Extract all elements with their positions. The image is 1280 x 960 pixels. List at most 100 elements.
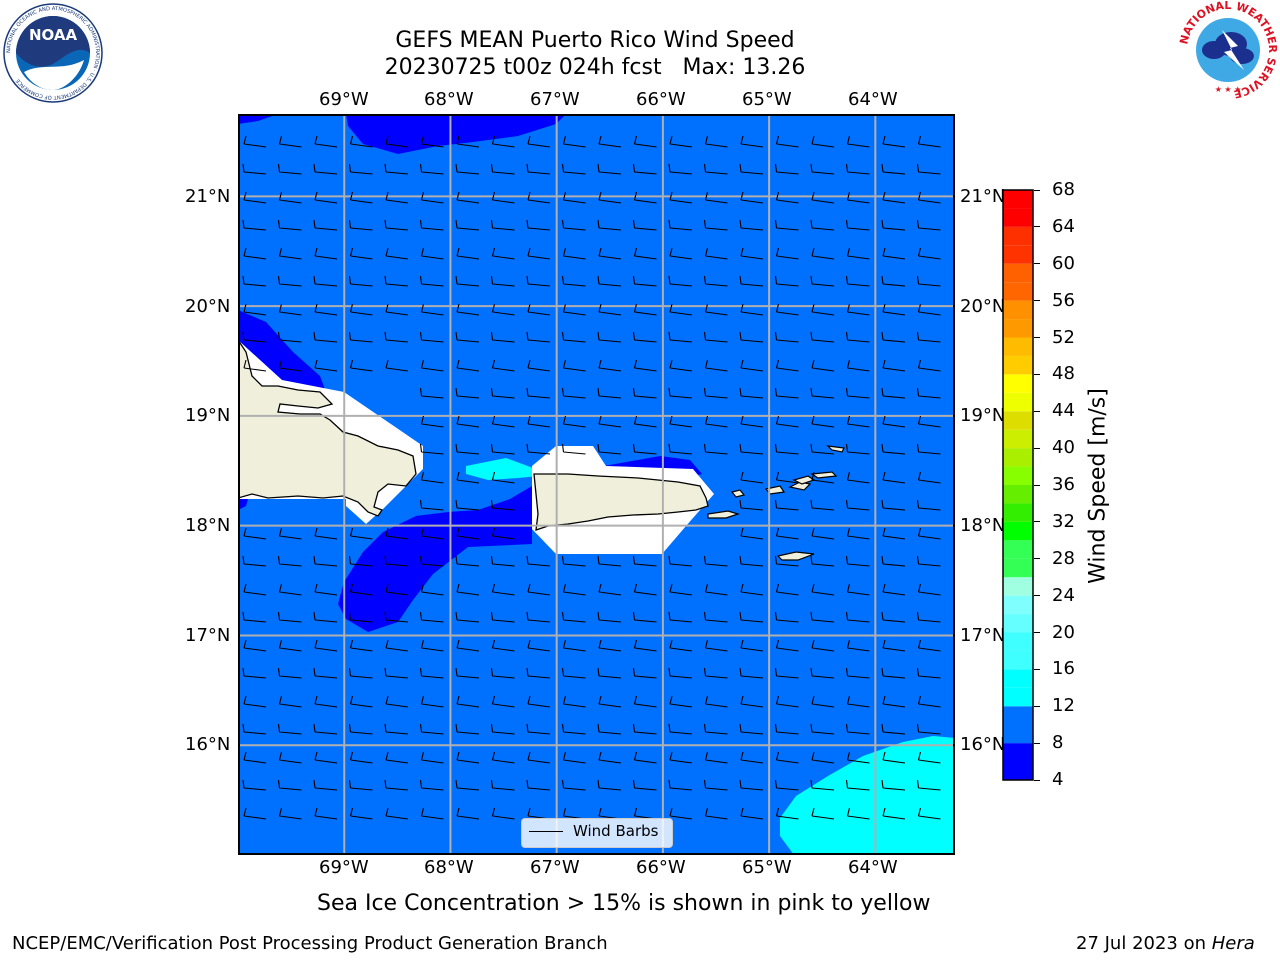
wind-barb	[349, 135, 373, 148]
wind-barb	[490, 331, 515, 343]
colorbar-bin	[1003, 411, 1033, 430]
wind-barb	[740, 527, 764, 540]
colorbar-bin	[1003, 743, 1033, 780]
wind-barb	[419, 555, 444, 567]
wind-barb	[597, 275, 622, 287]
wind-barb	[633, 415, 657, 428]
wind-barb	[811, 415, 835, 428]
wind-barb	[882, 807, 906, 820]
wind-barb	[491, 695, 515, 708]
wind-barb	[526, 779, 551, 791]
wind-barb	[242, 275, 267, 287]
wind-barb	[703, 331, 728, 343]
wind-barb	[703, 443, 728, 455]
wind-barb	[420, 639, 444, 652]
wind-barb	[775, 415, 799, 428]
wind-barb	[703, 387, 728, 399]
wind-barb	[526, 443, 551, 455]
field-12-16-mona	[466, 458, 538, 480]
colorbar-bin	[1003, 245, 1033, 264]
wind-barb	[882, 359, 906, 372]
lat-tick-left: 20°N	[185, 296, 231, 317]
wind-barb	[811, 191, 835, 204]
wind-barb	[278, 247, 302, 260]
wind-barb	[845, 779, 870, 791]
wind-barb	[527, 247, 551, 260]
wind-barb	[703, 275, 728, 287]
wind-barb	[277, 779, 302, 791]
wind-barb	[775, 247, 799, 260]
wind-barb	[774, 219, 799, 231]
wind-barb	[561, 163, 586, 175]
wind-barb	[456, 415, 480, 428]
wind-barb	[561, 275, 586, 287]
wind-barb	[775, 359, 799, 372]
colorbar-bin	[1003, 226, 1033, 246]
lat-tick-right: 18°N	[960, 515, 1006, 536]
wind-barb	[561, 387, 586, 399]
wind-barb	[349, 751, 373, 764]
footer-date: 27 Jul 2023 on	[1076, 933, 1212, 954]
wind-barb	[703, 219, 728, 231]
wind-barb	[527, 583, 551, 596]
wind-barb	[527, 415, 551, 428]
wind-barb	[456, 471, 480, 484]
lon-tick-bottom: 69°W	[319, 857, 369, 878]
wind-barb	[740, 303, 764, 316]
wind-barb	[669, 807, 693, 820]
wind-barb	[916, 499, 941, 511]
colorbar-tick-label: 64	[1052, 215, 1075, 237]
wind-barb	[704, 359, 728, 372]
wind-barb	[810, 723, 835, 735]
wind-barb	[526, 611, 551, 623]
wind-barb	[420, 751, 444, 764]
colorbar-bin	[1003, 337, 1033, 356]
wind-barb	[562, 695, 586, 708]
wind-barb	[846, 583, 870, 596]
wind-barb	[846, 639, 870, 652]
wind-barb	[669, 191, 693, 204]
wind-barb	[739, 499, 764, 511]
wind-barb	[597, 611, 622, 623]
wind-barb	[774, 555, 799, 567]
wind-barb	[845, 387, 870, 399]
wind-barb	[668, 555, 693, 567]
wind-barb	[455, 331, 480, 343]
colorbar-tick-label: 28	[1052, 547, 1075, 569]
wind-barb	[348, 611, 373, 623]
wind-barb	[774, 163, 799, 175]
lat-tick-left: 17°N	[185, 625, 231, 646]
colorbar-bin	[1003, 669, 1033, 688]
wind-barb	[456, 807, 480, 820]
wind-barb	[633, 303, 657, 316]
wind-barb	[846, 135, 870, 148]
wind-barb	[420, 527, 444, 540]
wind-barb	[632, 331, 657, 343]
wind-barb	[845, 443, 870, 455]
wind-barbs	[242, 135, 941, 820]
wind-barb	[456, 583, 480, 596]
wind-barb	[917, 135, 941, 148]
colorbar	[1002, 189, 1034, 781]
colorbar-tick-mark	[1034, 189, 1040, 191]
wind-barb	[845, 611, 870, 623]
wind-barb	[882, 135, 906, 148]
colorbar-bin	[1003, 448, 1033, 467]
wind-barb	[703, 779, 728, 791]
wind-barb	[526, 331, 551, 343]
wind-barb	[420, 191, 444, 204]
wind-barb	[562, 639, 586, 652]
wind-barb	[561, 779, 586, 791]
wind-barb	[314, 247, 338, 260]
wind-barb	[527, 303, 551, 316]
wind-barb	[810, 779, 835, 791]
lon-tick-top: 67°W	[530, 89, 580, 110]
wind-barb	[349, 303, 373, 316]
wind-barb	[775, 583, 799, 596]
wind-barb	[774, 499, 799, 511]
colorbar-bin	[1003, 687, 1033, 707]
land-hispaniola	[238, 338, 417, 517]
wind-barb	[526, 723, 551, 735]
wind-barb	[704, 695, 728, 708]
wind-barb	[385, 639, 409, 652]
